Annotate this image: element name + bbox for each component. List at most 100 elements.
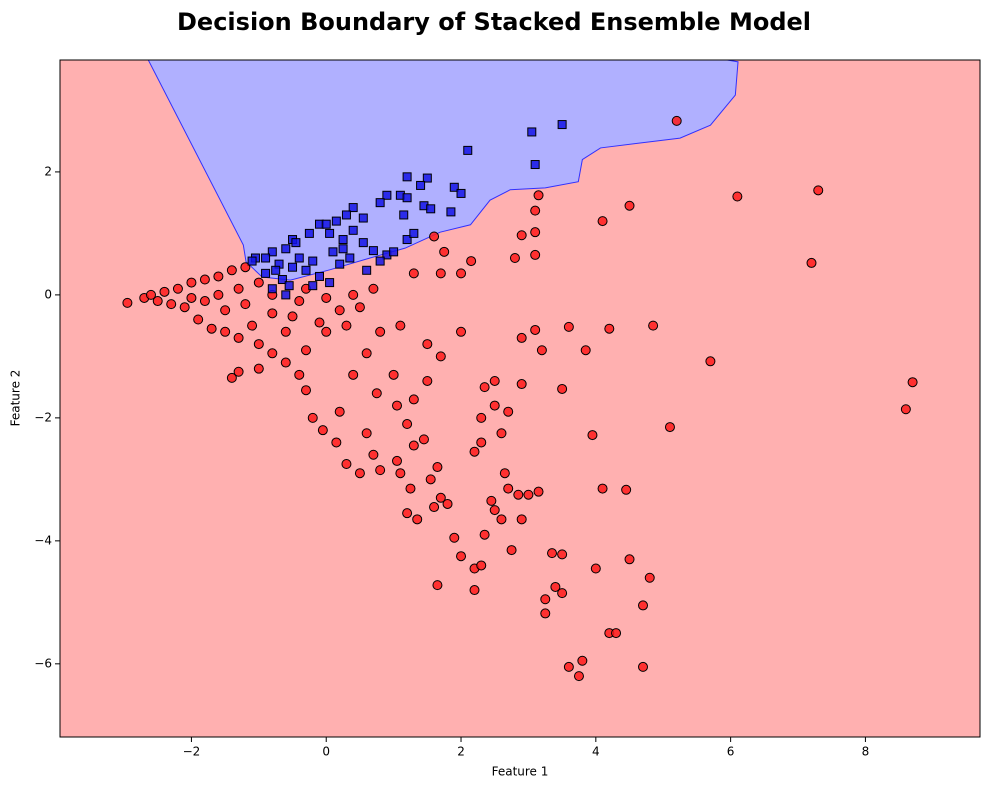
circle-point: [226, 372, 237, 383]
circle-point: [253, 277, 264, 288]
circle-point: [368, 449, 379, 460]
circle-point: [506, 545, 517, 556]
square-point: [358, 213, 368, 223]
circle-point: [233, 283, 244, 294]
circle-point: [331, 437, 342, 448]
square-point: [321, 219, 331, 229]
x-axis-label: Feature 1: [492, 765, 549, 779]
circle-point: [280, 357, 291, 368]
plot-area: [122, 60, 918, 682]
circle-point: [422, 339, 433, 350]
circle-point: [489, 400, 500, 411]
square-point: [314, 271, 324, 281]
circle-point: [435, 351, 446, 362]
circle-point: [573, 671, 584, 682]
circle-point: [361, 348, 372, 359]
circle-point: [580, 345, 591, 356]
square-point: [446, 207, 456, 217]
square-point: [281, 290, 291, 300]
circle-point: [199, 296, 210, 307]
circle-point: [408, 440, 419, 451]
circle-point: [530, 324, 541, 335]
circle-point: [391, 455, 402, 466]
circle-point: [557, 588, 568, 599]
circle-point: [193, 314, 204, 325]
square-point: [345, 253, 355, 263]
circle-point: [317, 425, 328, 436]
circle-point: [422, 375, 433, 386]
square-point: [402, 193, 412, 203]
circle-point: [550, 581, 561, 592]
circle-point: [186, 277, 197, 288]
square-point: [368, 246, 378, 256]
circle-point: [587, 430, 598, 441]
square-point: [328, 247, 338, 257]
square-point: [527, 127, 537, 137]
circle-point: [145, 289, 156, 300]
circle-point: [395, 468, 406, 479]
square-point: [422, 173, 432, 183]
circle-point: [540, 608, 551, 619]
circle-point: [530, 205, 541, 216]
circle-point: [489, 375, 500, 386]
circle-point: [267, 308, 278, 319]
circle-point: [469, 446, 480, 457]
square-point: [375, 198, 385, 208]
square-point: [331, 216, 341, 226]
y-axis-label: Feature 2: [9, 370, 23, 427]
circle-point: [533, 190, 544, 201]
circle-point: [408, 268, 419, 279]
circle-point: [664, 422, 675, 433]
square-point: [281, 244, 291, 254]
circle-point: [503, 483, 514, 494]
square-point: [325, 278, 335, 288]
circle-point: [186, 292, 197, 303]
square-point: [277, 275, 287, 285]
circle-point: [402, 508, 413, 519]
circle-point: [705, 356, 716, 367]
circle-point: [301, 385, 312, 396]
circle-point: [439, 246, 450, 257]
square-point: [358, 238, 368, 248]
circle-point: [361, 428, 372, 439]
square-point: [382, 190, 392, 200]
circle-point: [368, 283, 379, 294]
circle-point: [577, 655, 588, 666]
square-point: [456, 188, 466, 198]
y-tick-label: −4: [34, 533, 52, 547]
circle-point: [456, 326, 467, 337]
circle-point: [354, 468, 365, 479]
x-tick-label: 4: [592, 745, 600, 759]
circle-point: [334, 406, 345, 417]
decision-region: [147, 60, 739, 281]
circle-point: [213, 289, 224, 300]
circle-point: [375, 465, 386, 476]
circle-point: [226, 265, 237, 276]
circle-point: [611, 628, 622, 639]
circle-point: [604, 323, 615, 334]
circle-point: [294, 369, 305, 380]
x-tick-label: 6: [727, 745, 735, 759]
circle-point: [456, 268, 467, 279]
square-point: [338, 244, 348, 254]
circle-point: [354, 302, 365, 313]
square-point: [261, 268, 271, 278]
circle-point: [321, 326, 332, 337]
square-point: [557, 120, 567, 130]
plot-frame: [59, 59, 981, 738]
circle-point: [432, 462, 443, 473]
square-point: [402, 235, 412, 245]
circle-point: [516, 514, 527, 525]
circle-point: [624, 554, 635, 565]
square-point: [402, 172, 412, 182]
circle-point: [638, 661, 649, 672]
square-point: [426, 204, 436, 214]
circle-point: [307, 412, 318, 423]
circle-point: [301, 345, 312, 356]
circle-point: [530, 227, 541, 238]
circle-point: [536, 345, 547, 356]
circle-point: [456, 551, 467, 562]
circle-point: [479, 529, 490, 540]
circle-point: [530, 249, 541, 260]
circle-point: [590, 563, 601, 574]
